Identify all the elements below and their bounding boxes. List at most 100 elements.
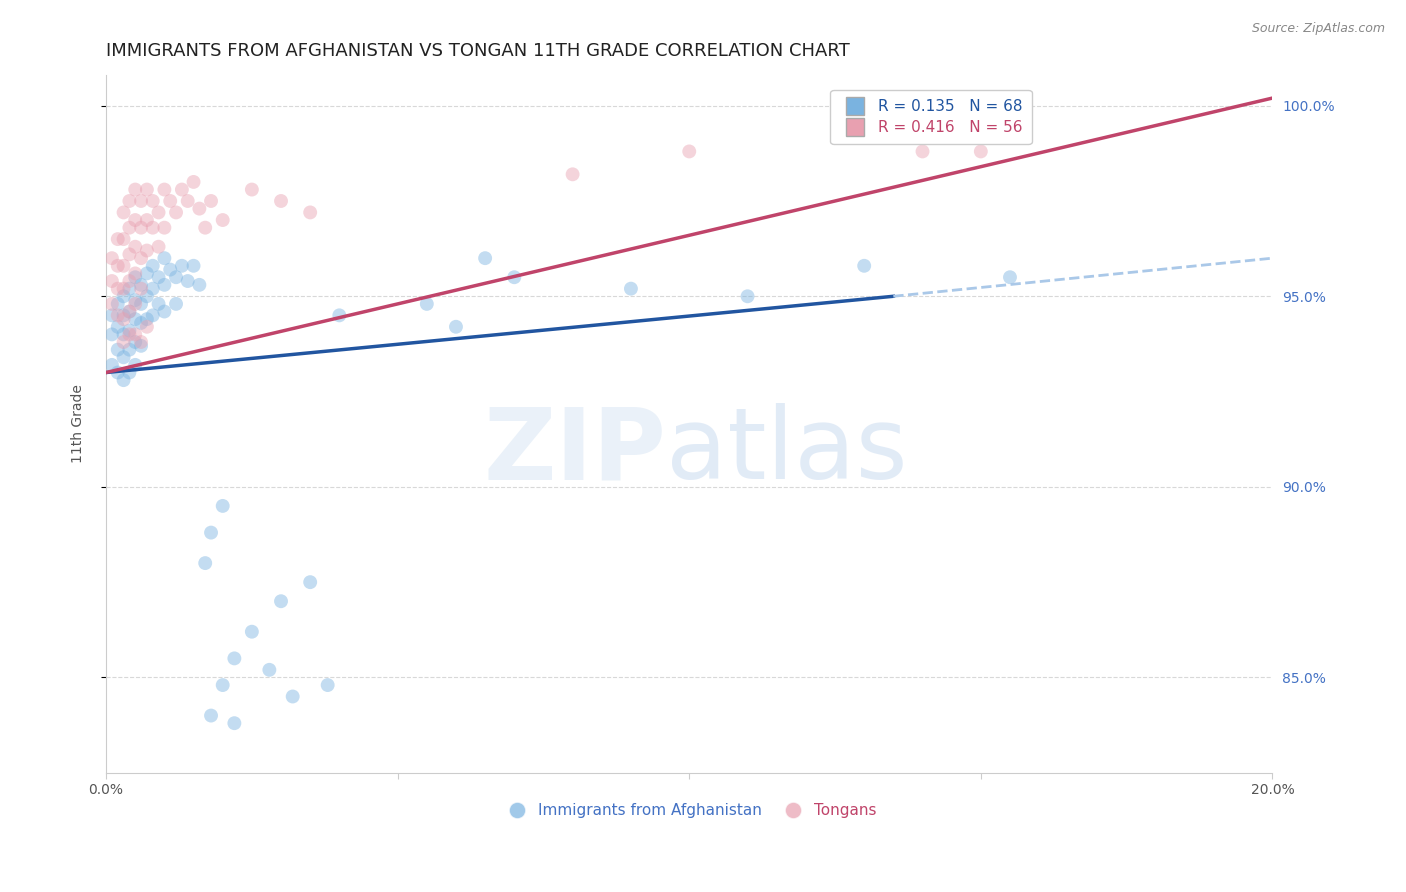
Point	[153, 183, 176, 197]
Point	[129, 194, 152, 208]
Point	[135, 183, 157, 197]
Point	[135, 319, 157, 334]
Point	[444, 319, 467, 334]
Point	[503, 270, 526, 285]
Point	[124, 267, 146, 281]
Point	[118, 327, 141, 342]
Point	[183, 175, 205, 189]
Point	[112, 373, 135, 387]
Point	[107, 309, 129, 323]
Point	[177, 274, 200, 288]
Point	[153, 220, 176, 235]
Point	[107, 343, 129, 357]
Point	[240, 183, 263, 197]
Point	[124, 358, 146, 372]
Point	[118, 247, 141, 261]
Point	[118, 343, 141, 357]
Point	[211, 499, 233, 513]
Point	[129, 251, 152, 265]
Point	[124, 240, 146, 254]
Y-axis label: 11th Grade: 11th Grade	[72, 384, 86, 464]
Point	[148, 240, 170, 254]
Text: IMMIGRANTS FROM AFGHANISTAN VS TONGAN 11TH GRADE CORRELATION CHART: IMMIGRANTS FROM AFGHANISTAN VS TONGAN 11…	[105, 42, 849, 60]
Point	[118, 304, 141, 318]
Point	[112, 327, 135, 342]
Point	[112, 312, 135, 326]
Point	[153, 277, 176, 292]
Point	[211, 213, 233, 227]
Point	[194, 220, 217, 235]
Point	[129, 282, 152, 296]
Point	[142, 309, 165, 323]
Point	[112, 232, 135, 246]
Legend: Immigrants from Afghanistan, Tongans: Immigrants from Afghanistan, Tongans	[496, 797, 883, 824]
Point	[148, 297, 170, 311]
Point	[194, 556, 217, 570]
Point	[129, 297, 152, 311]
Point	[118, 274, 141, 288]
Point	[124, 213, 146, 227]
Point	[200, 708, 222, 723]
Point	[270, 194, 292, 208]
Point	[170, 183, 193, 197]
Point	[153, 304, 176, 318]
Point	[118, 304, 141, 318]
Text: atlas: atlas	[666, 403, 907, 500]
Point	[112, 351, 135, 365]
Point	[101, 297, 124, 311]
Point	[101, 358, 124, 372]
Point	[129, 277, 152, 292]
Point	[259, 663, 281, 677]
Point	[224, 651, 246, 665]
Point	[124, 293, 146, 307]
Point	[142, 220, 165, 235]
Point	[118, 366, 141, 380]
Point	[112, 259, 135, 273]
Point	[129, 220, 152, 235]
Point	[142, 259, 165, 273]
Point	[148, 205, 170, 219]
Point	[153, 251, 176, 265]
Point	[853, 259, 876, 273]
Point	[124, 327, 146, 342]
Point	[299, 205, 322, 219]
Point	[270, 594, 292, 608]
Point	[970, 145, 993, 159]
Point	[107, 366, 129, 380]
Point	[129, 339, 152, 353]
Point	[165, 205, 187, 219]
Point	[124, 183, 146, 197]
Point	[188, 202, 211, 216]
Point	[107, 232, 129, 246]
Point	[124, 334, 146, 349]
Point	[101, 274, 124, 288]
Point	[200, 525, 222, 540]
Point	[118, 220, 141, 235]
Point	[124, 270, 146, 285]
Point	[240, 624, 263, 639]
Text: ZIP: ZIP	[484, 403, 666, 500]
Point	[281, 690, 304, 704]
Point	[112, 334, 135, 349]
Point	[118, 324, 141, 338]
Point	[165, 297, 187, 311]
Point	[177, 194, 200, 208]
Point	[200, 194, 222, 208]
Point	[678, 145, 700, 159]
Point	[328, 309, 350, 323]
Point	[142, 282, 165, 296]
Point	[107, 319, 129, 334]
Point	[112, 309, 135, 323]
Point	[118, 194, 141, 208]
Point	[107, 297, 129, 311]
Point	[135, 267, 157, 281]
Point	[183, 259, 205, 273]
Point	[159, 262, 181, 277]
Point	[124, 297, 146, 311]
Point	[911, 145, 934, 159]
Point	[129, 316, 152, 330]
Point	[101, 327, 124, 342]
Point	[620, 282, 643, 296]
Point	[998, 270, 1021, 285]
Point	[135, 289, 157, 303]
